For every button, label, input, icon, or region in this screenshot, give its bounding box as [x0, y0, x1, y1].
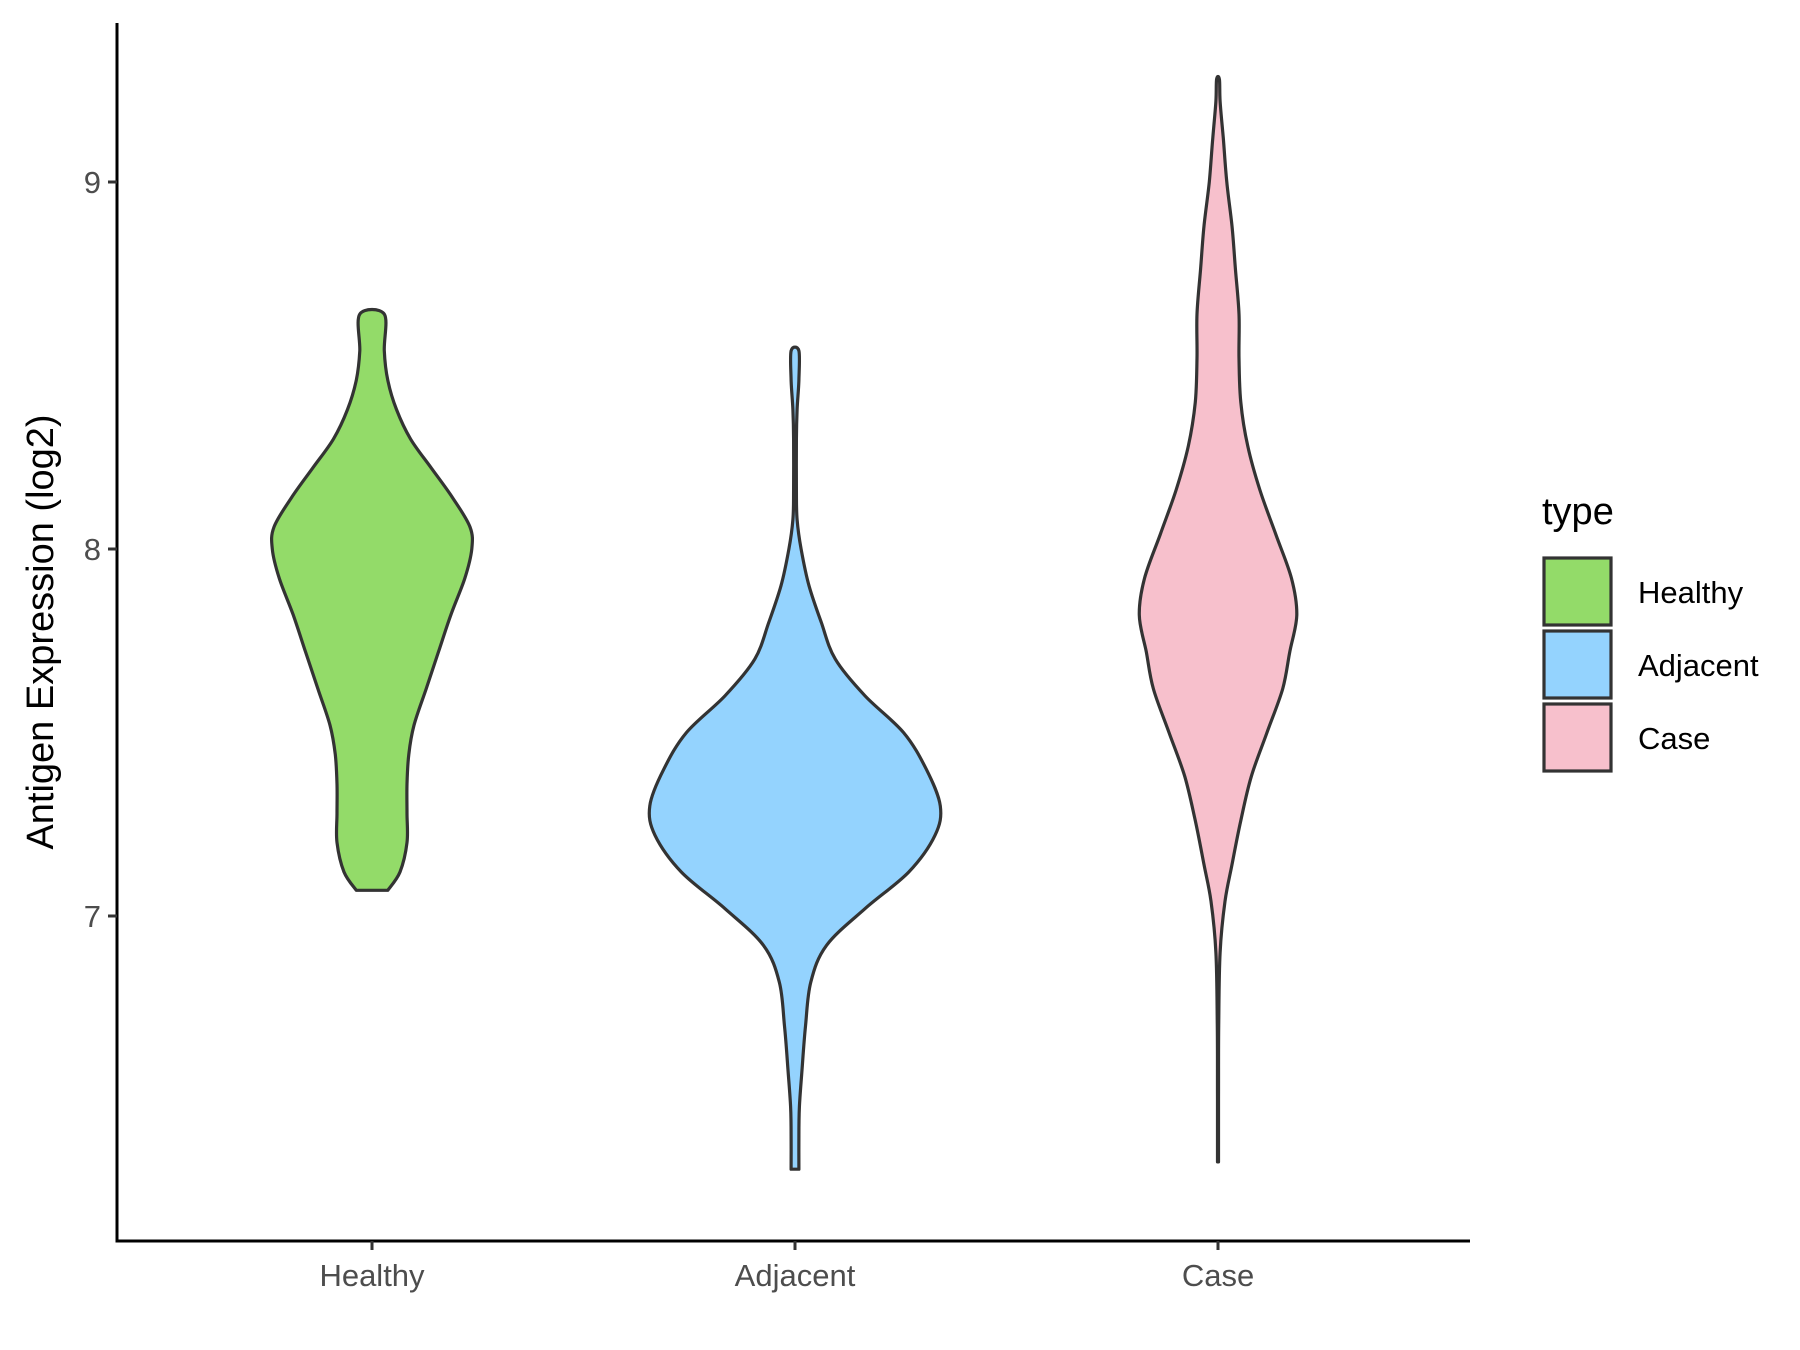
legend-key-healthy [1542, 556, 1613, 627]
legend-label-adjacent: Adjacent [1638, 648, 1759, 683]
y-axis-title: Antigen Expression (log2) [20, 414, 62, 849]
legend-entries: Healthy Adjacent Case [1542, 556, 1759, 773]
legend-title: type [1542, 491, 1614, 533]
violin-layer [269, 74, 1299, 1171]
axes [115, 23, 1470, 1243]
violin-case [1137, 74, 1299, 1164]
legend-label-case: Case [1638, 721, 1710, 756]
legend: type Healthy Adjacent Case [1542, 491, 1759, 773]
legend-key-adjacent [1542, 629, 1613, 700]
y-tick-label-8: 8 [84, 532, 101, 567]
x-tick-label-adjacent: Adjacent [735, 1258, 856, 1293]
violin-healthy [269, 307, 475, 892]
y-ticks: 7 8 9 [84, 165, 117, 934]
legend-label-healthy: Healthy [1638, 575, 1744, 610]
x-tick-label-case: Case [1182, 1258, 1254, 1293]
y-tick-label-7: 7 [84, 899, 101, 934]
violin-adjacent [647, 345, 943, 1171]
x-ticks: Healthy Adjacent Case [319, 1241, 1254, 1293]
x-tick-label-healthy: Healthy [319, 1258, 425, 1293]
y-tick-label-9: 9 [84, 165, 101, 200]
legend-key-case [1542, 702, 1613, 773]
